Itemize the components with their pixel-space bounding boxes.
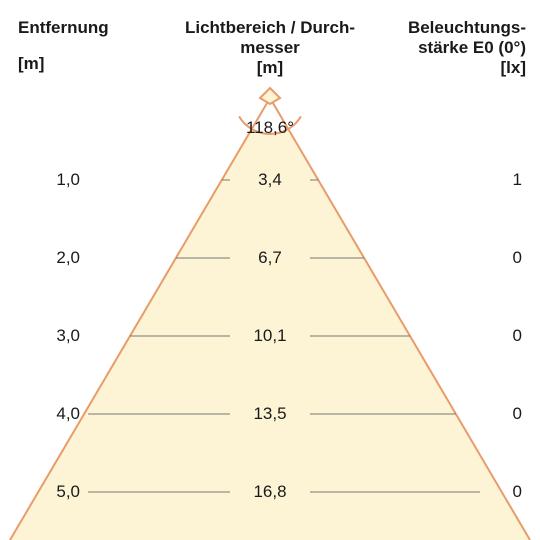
illuminance-value: 0 [432,482,522,502]
illuminance-value: 1 [432,170,522,190]
header-diameter-unit: [m] [0,58,540,78]
illuminance-value: 0 [432,404,522,424]
illuminance-value: 0 [432,326,522,346]
beam-angle: 118,6° [0,118,540,138]
header-illum-unit: [lx] [501,58,527,78]
light-cone-diagram [0,0,540,540]
header-illum-l1: Beleuchtungs- [408,18,526,38]
header-illum-l2: stärke E0 (0°) [418,38,526,58]
illuminance-value: 0 [432,248,522,268]
